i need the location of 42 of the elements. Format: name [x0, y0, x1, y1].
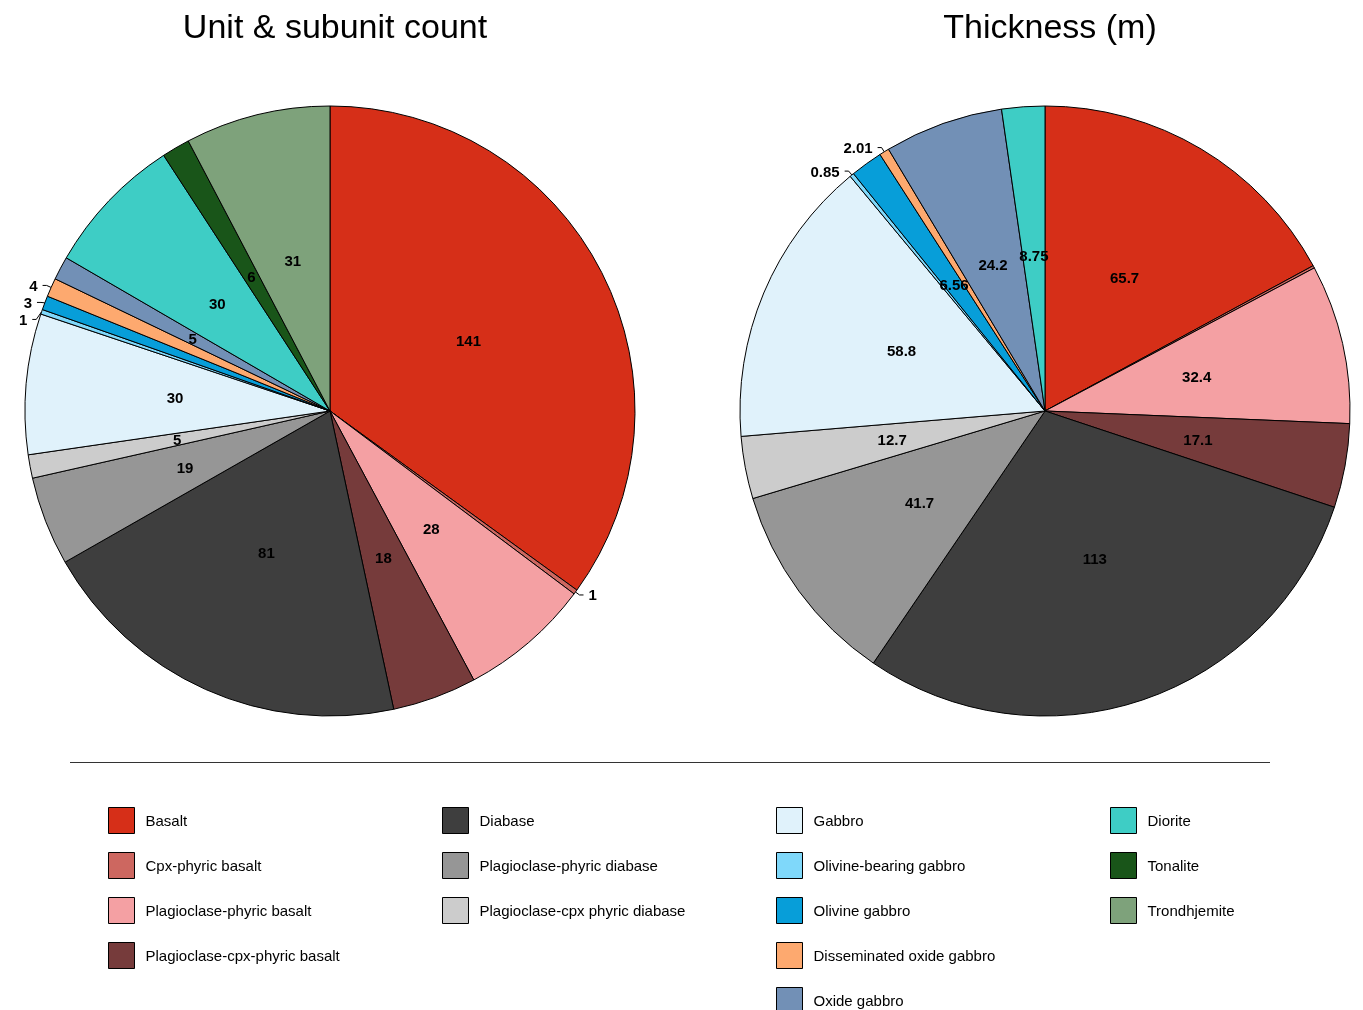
data-label: 12.7 [877, 431, 907, 449]
data-label: 4 [29, 276, 39, 294]
data-label: 113 [1082, 549, 1107, 567]
legend-label: Plagioclase-cpx-phyric basalt [145, 947, 341, 964]
data-label: 19 [176, 458, 194, 476]
data-label: 30 [166, 388, 184, 406]
data-label: 41.7 [904, 494, 935, 512]
data-label: 1 [18, 310, 28, 328]
legend-label: Basalt [145, 812, 189, 829]
legend-label: Plagioclase-phyric diabase [479, 857, 658, 874]
data-label: 6 [247, 268, 256, 286]
data-label: 65.7 [1109, 268, 1140, 286]
legend-label: Plagioclase-phyric basalt [145, 902, 313, 919]
legend-label: Olivine-bearing gabbro [813, 857, 966, 874]
data-label: 5 [188, 329, 197, 347]
data-label: 58.8 [887, 342, 917, 360]
legend-label: Cpx-phyric basalt [145, 857, 263, 874]
data-label: 28 [422, 520, 440, 538]
data-label: 2.01 [843, 139, 873, 157]
legend-label: Trondhjemite [1147, 902, 1235, 919]
data-label: 32.4 [1182, 368, 1212, 386]
slice-label: Thickness (m) [943, 7, 1157, 45]
data-label: 30 [208, 295, 226, 313]
legend-label: Disseminated oxide gabbro [813, 947, 996, 964]
slice-label: Unit & subunit count [182, 7, 488, 45]
data-label: 1 [588, 586, 597, 604]
legend-label: Tonalite [1147, 857, 1200, 874]
data-label: 31 [284, 251, 302, 269]
legend-label: Olivine gabbro [813, 902, 911, 919]
data-label: 141 [456, 331, 482, 349]
data-label: 18 [375, 548, 392, 566]
data-label: 3 [23, 293, 32, 311]
data-label: 0.85 [810, 162, 840, 180]
legend-label: Diorite [1147, 812, 1191, 829]
legend-label: Gabbro [813, 812, 864, 829]
data-label: 81 [258, 544, 275, 562]
data-label: 24.2 [978, 255, 1008, 273]
data-label: 5 [172, 430, 182, 448]
legend-label: Plagioclase-cpx phyric diabase [479, 902, 686, 919]
legend-label: Diabase [479, 812, 535, 829]
data-label: 17.1 [1183, 430, 1213, 448]
legend-label: Oxide gabbro [813, 992, 904, 1009]
